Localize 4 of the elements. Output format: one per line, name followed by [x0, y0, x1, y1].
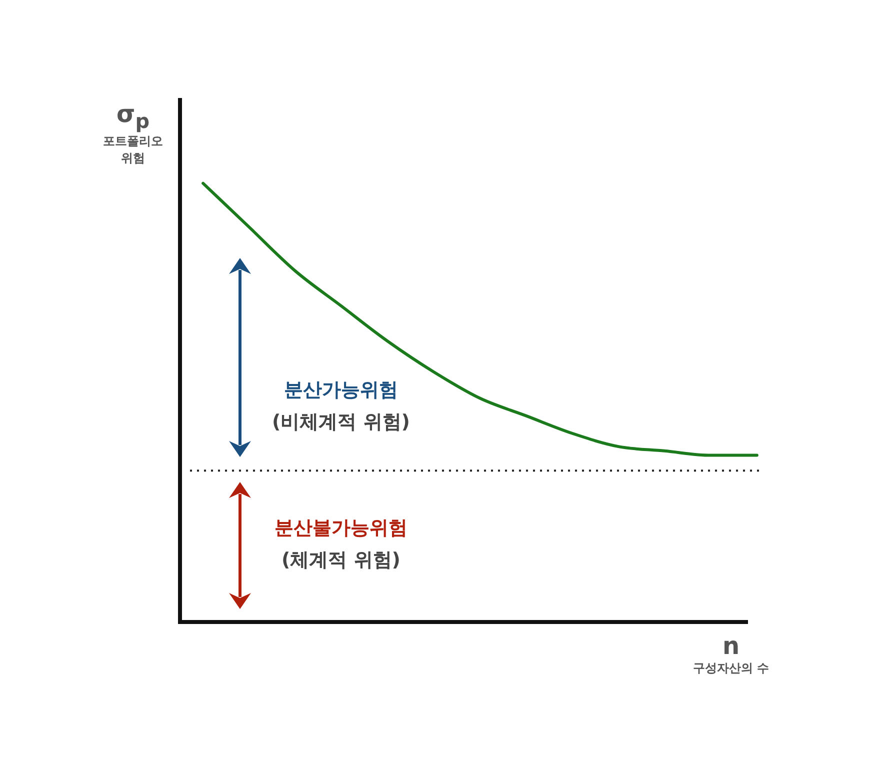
annotation: 분산불가능위험 (체계적 위험): [274, 516, 408, 573]
y-axis-title: σ$_{p}$ 포트폴리오 위험: [103, 100, 163, 167]
x-axis-title: n 구성자산의 수: [692, 632, 770, 677]
annotation: 분산가능위험 (비체계적 위험): [272, 378, 410, 435]
